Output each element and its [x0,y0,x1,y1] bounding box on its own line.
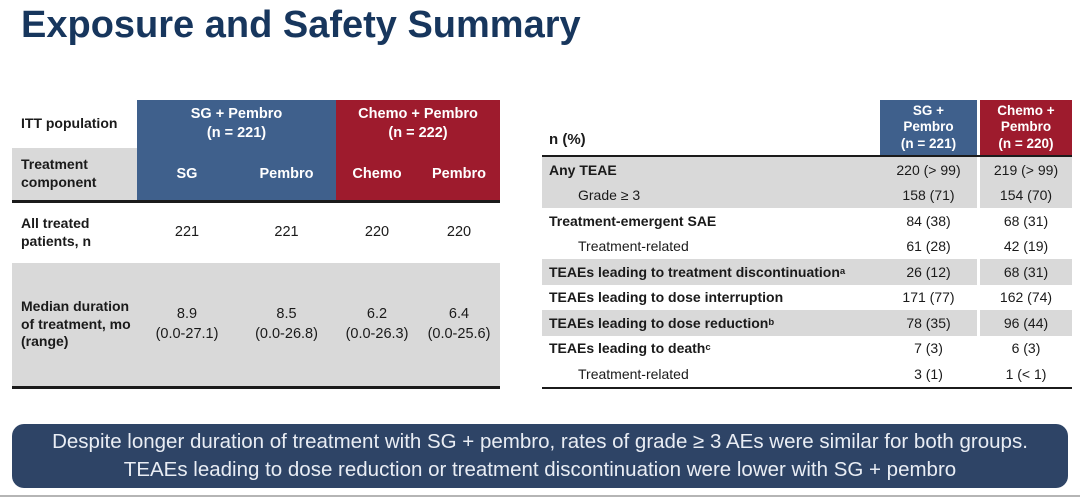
row-value: 220 (> 99) [880,157,977,183]
n-pct-label: n (%) [549,131,586,148]
row-label: TEAEs leading to dose interruption [542,285,880,311]
row-label-text: Treatment-related [578,238,689,255]
row-value: 68 (31) [977,259,1072,285]
row-value: 158 (71) [880,182,977,208]
table-row: Grade ≥ 3 158 (71) 154 (70) [542,182,1072,208]
row-label: TEAEs leading to death c [549,340,711,357]
row-value: 219 (> 99) [977,157,1072,183]
row-value: 42 (19) [977,233,1072,259]
row-label-text: TEAEs leading to dose interruption [549,289,784,306]
row-value: 8.5 (0.0-26.8) [237,263,336,386]
row-value: 61 (28) [906,238,951,255]
component-col-pembro-1: Pembro [237,148,336,200]
itt-population-label: ITT population [21,115,118,132]
row-label-text: Treatment-related [578,365,689,382]
table-row: TEAEs leading to treatment discontinuati… [542,259,1072,285]
row-label-text: Grade ≥ 3 [578,187,641,204]
component-col-pembro-2: Pembro [418,148,500,200]
sg-pembro-group-header: SG + Pembro (n = 221) [137,100,336,148]
treatment-component-row: Treatment component SG Pembro Chemo Pemb… [12,148,500,203]
row-label: Median duration of treatment, mo (range) [12,263,137,386]
row-value: 1 (< 1) [977,361,1072,387]
row-value: 7 (3) [914,340,943,357]
row-value: 221 [174,224,200,241]
row-label: Treatment-related [542,361,880,387]
safety-table: n (%) SG + Pembro (n = 221) Chemo + Pemb… [542,100,1072,389]
row-label: Any TEAE [542,157,880,183]
row-label-text: Any TEAE [549,161,617,178]
row-label-text: TEAEs leading to death [549,340,706,357]
row-label-text: TEAEs leading to treatment discontinuati… [549,263,840,280]
row-value: 221 [274,224,299,241]
table-row: Treatment-emergent SAE 84 (38) 68 (31) [542,208,1072,234]
exposure-header-row: ITT population SG + Pembro (n = 221) Che… [12,100,500,148]
table-row: Treatment-related 3 (1) 1 (< 1) [542,361,1072,387]
row-label: TEAEs leading to treatment discontinuati… [542,259,880,285]
treatment-component-label: Treatment component [12,148,137,200]
table-row: TEAEs leading to death c 7 (3) 6 (3) [542,335,1072,361]
table-row: TEAEs leading to dose reduction b 78 (35)… [542,310,1072,336]
chemo-pembro-column-header: Chemo + Pembro (n = 220) [977,100,1072,155]
summary-banner: Despite longer duration of treatment wit… [12,424,1068,488]
bottom-divider [0,495,1080,497]
safety-header-row: n (%) SG + Pembro (n = 221) Chemo + Pemb… [542,100,1072,157]
row-label-text: TEAEs leading to dose reduction [549,314,769,331]
exposure-table: ITT population SG + Pembro (n = 221) Che… [12,100,500,389]
row-value: 3 (1) [914,365,943,382]
banner-text: Despite longer duration of treatment wit… [52,430,1028,481]
row-value: 78 (35) [880,310,977,336]
row-label: All treated patients, n [21,215,92,249]
row-label: Grade ≥ 3 [542,182,880,208]
row-label: TEAEs leading to dose reduction b [542,310,880,336]
row-value: 6.4 (0.0-25.6) [418,263,500,386]
table-row: Median duration of treatment, mo (range)… [12,263,500,386]
component-col-chemo: Chemo [336,148,418,200]
row-label: Treatment-related [542,234,880,260]
row-label: Treatment-emergent SAE [542,208,880,234]
table-row: Any TEAE 220 (> 99) 219 (> 99) [542,157,1072,183]
component-col-sg: SG [137,148,237,200]
row-value: 162 (74) [977,284,1072,310]
row-value: 84 (38) [906,212,951,229]
row-value: 171 (77) [902,289,955,306]
row-value: 96 (44) [977,310,1072,336]
row-value: 154 (70) [977,182,1072,208]
row-value: 6.2 (0.0-26.3) [336,263,418,386]
row-value: 68 (31) [977,208,1072,234]
row-value: 26 (12) [880,259,977,285]
row-label-text: Treatment-emergent SAE [549,212,717,229]
row-value: 6 (3) [977,335,1072,361]
table-row: Treatment-related 61 (28) 42 (19) [542,233,1072,260]
chemo-pembro-group-header: Chemo + Pembro (n = 222) [336,100,500,148]
table-row: All treated patients, n 221 221 220 220 [12,203,500,263]
row-value: 220 [364,224,390,241]
row-value: 220 [446,224,472,241]
sg-pembro-column-header: SG + Pembro (n = 221) [880,100,977,155]
page-title: Exposure and Safety Summary [21,4,581,46]
row-value: 8.9 (0.0-27.1) [137,263,237,386]
table-row: TEAEs leading to dose interruption 171 (… [542,284,1072,311]
